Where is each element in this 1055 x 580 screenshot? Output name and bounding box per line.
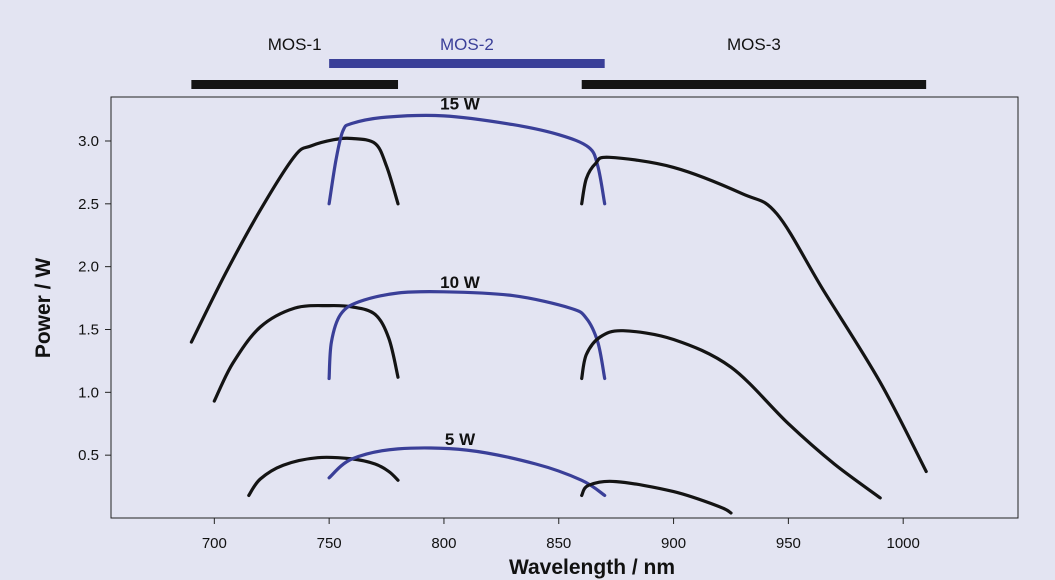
series-line-mos-1-5-w (247, 455, 400, 497)
x-tick-label: 800 (431, 535, 456, 552)
series-line-mos-1-15-w (189, 136, 400, 344)
x-axis-title: Wavelength / nm (509, 556, 675, 579)
x-tick-label: 900 (661, 535, 686, 552)
power-label-10-w: 10 W (440, 273, 481, 292)
range-bar-mos-2 (329, 59, 605, 68)
x-tick-label: 1000 (887, 535, 920, 552)
x-axis-ticks: 700 750 800 850 900 950 1000 (202, 518, 920, 552)
range-bar-mos-1 (191, 80, 399, 89)
power-labels: 15 W 10 W 5 W (440, 95, 481, 450)
series-line-mos-3-15-w (580, 155, 928, 474)
y-tick-label: 1.0 (78, 384, 99, 401)
range-label-mos-2: MOS-2 (440, 35, 494, 54)
power-label-5-w: 5 W (445, 430, 476, 449)
power-label-15-w: 15 W (440, 95, 481, 114)
x-tick-label: 700 (202, 535, 227, 552)
series-line-mos-3-5-w (580, 479, 733, 515)
y-tick-label: 2.5 (78, 196, 99, 213)
y-tick-label: 1.5 (78, 321, 99, 338)
series-layer (189, 113, 928, 515)
series-line-mos-2-5-w (327, 446, 607, 497)
plot-frame (110, 96, 1019, 519)
range-label-mos-3: MOS-3 (727, 35, 781, 54)
series-line-mos-1-10-w (212, 303, 400, 403)
series-line-mos-2-10-w (327, 289, 607, 381)
x-tick-label: 850 (546, 535, 571, 552)
y-tick-label: 0.5 (78, 447, 99, 464)
range-bars: MOS-1 MOS-2 MOS-3 (191, 35, 927, 89)
range-bar-mos-3 (581, 80, 927, 89)
y-tick-label: 3.0 (78, 133, 99, 150)
series-line-mos-2-15-w (327, 113, 607, 206)
y-tick-label: 2.0 (78, 259, 99, 276)
y-axis-title: Power / W (32, 258, 55, 359)
series-line-mos-3-10-w (580, 329, 882, 500)
range-label-mos-1: MOS-1 (268, 35, 322, 54)
y-axis-ticks: 0.5 1.0 1.5 2.0 2.5 3.0 (78, 133, 111, 464)
x-tick-label: 950 (776, 535, 801, 552)
x-tick-label: 750 (317, 535, 342, 552)
